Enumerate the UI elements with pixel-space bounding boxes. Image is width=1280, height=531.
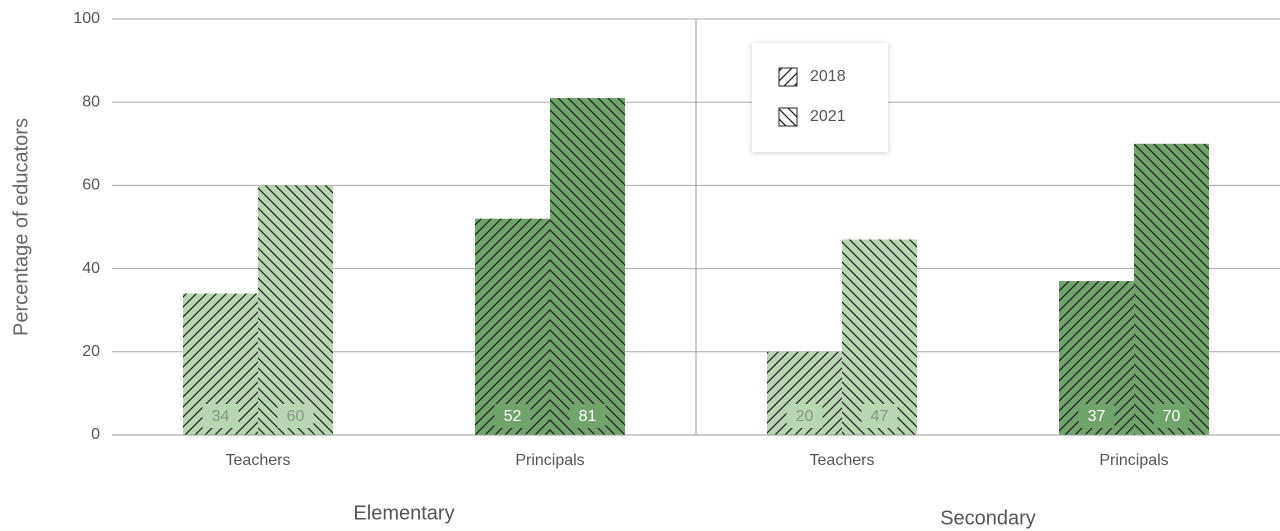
value-label: 81 (579, 408, 597, 425)
x-tick-label: Principals (1099, 452, 1168, 469)
y-axis-label: Percentage of educators (10, 118, 32, 336)
legend-swatch (778, 107, 798, 127)
value-label: 52 (504, 408, 522, 425)
value-label: 37 (1088, 408, 1106, 425)
legend-box (752, 43, 888, 152)
legend-label: 2018 (810, 68, 846, 85)
value-label-bg (1153, 404, 1190, 428)
x-tick-label: Teachers (810, 452, 875, 469)
value-label: 34 (212, 408, 230, 425)
value-label: 70 (1163, 408, 1181, 425)
legend-label: 2021 (810, 108, 846, 125)
y-tick-label: 100 (73, 10, 100, 27)
x-tick-label: Principals (515, 452, 584, 469)
bar (475, 218, 550, 435)
y-tick-label: 20 (82, 343, 100, 360)
value-label-bg (569, 404, 606, 428)
y-tick-label: 0 (91, 426, 100, 443)
value-label-bg (786, 404, 823, 428)
x-tick-label: Teachers (226, 452, 291, 469)
value-label-bg (494, 404, 531, 428)
bar (258, 185, 333, 435)
group-label: Elementary (353, 502, 454, 524)
value-label-bg (202, 404, 239, 428)
y-tick-label: 60 (82, 177, 100, 194)
value-label-bg (1078, 404, 1115, 428)
y-tick-label: 80 (82, 93, 100, 110)
value-label: 47 (871, 408, 889, 425)
value-label: 20 (796, 408, 814, 425)
bar (550, 98, 625, 435)
legend-swatch (778, 67, 798, 87)
group-label: Secondary (940, 507, 1036, 529)
y-tick-label: 40 (82, 260, 100, 277)
bar (1134, 143, 1209, 436)
value-label-bg (861, 404, 898, 428)
bar (842, 239, 917, 435)
value-label: 60 (287, 408, 305, 425)
value-label-bg (277, 404, 314, 428)
